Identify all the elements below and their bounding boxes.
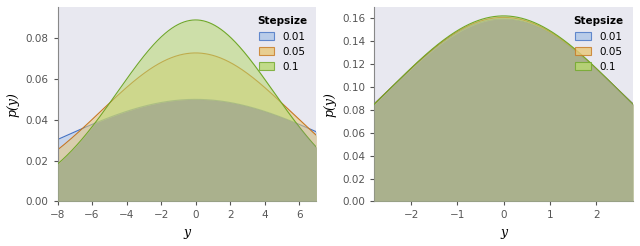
- X-axis label: y: y: [184, 226, 191, 239]
- Y-axis label: p(y): p(y): [323, 92, 337, 117]
- X-axis label: y: y: [500, 226, 507, 239]
- Legend: 0.01, 0.05, 0.1: 0.01, 0.05, 0.1: [253, 12, 311, 76]
- Legend: 0.01, 0.05, 0.1: 0.01, 0.05, 0.1: [570, 12, 628, 76]
- Y-axis label: p(y): p(y): [7, 92, 20, 117]
